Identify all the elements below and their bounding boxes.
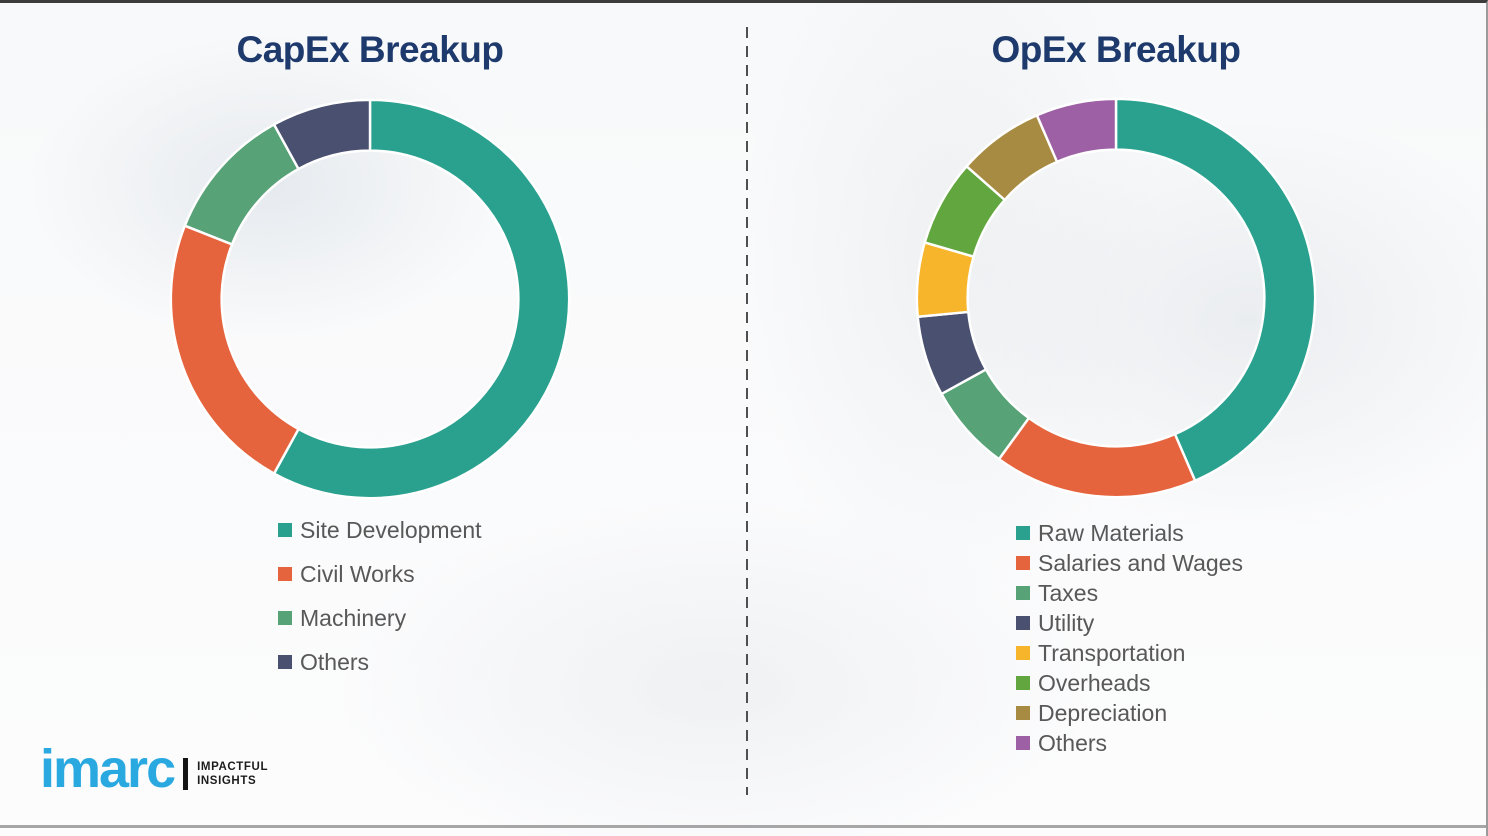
legend-label: Transportation	[1038, 639, 1186, 666]
logo-divider-bar	[183, 758, 189, 790]
imarc-logo-text: imarc	[40, 739, 176, 799]
legend-swatch	[1016, 616, 1030, 630]
opex-donut-svg	[915, 97, 1317, 499]
capex-donut-svg	[169, 98, 571, 500]
legend-swatch	[1016, 736, 1030, 750]
legend-label: Depreciation	[1038, 699, 1168, 726]
legend-label: Machinery	[300, 604, 407, 631]
legend-item-overheads: Overheads	[1016, 670, 1243, 696]
donut-segment-salaries-and-wages	[997, 416, 1197, 499]
legend-swatch	[1016, 646, 1030, 660]
legend-swatch	[278, 611, 292, 625]
legend-label: Taxes	[1038, 579, 1099, 606]
legend-label: Others	[1038, 729, 1108, 756]
legend-item-others: Others	[278, 649, 482, 675]
legend-item-civil-works: Civil Works	[278, 561, 482, 587]
donut-segment-others	[1035, 97, 1118, 164]
legend-swatch	[1016, 706, 1030, 720]
opex-donut-chart	[911, 93, 1321, 503]
legend-label: Site Development	[300, 516, 482, 543]
legend-item-machinery: Machinery	[278, 605, 482, 631]
donut-segment-civil-works	[169, 224, 300, 475]
legend-label: Salaries and Wages	[1038, 549, 1243, 576]
legend-swatch	[1016, 556, 1030, 570]
legend-item-utility: Utility	[1016, 610, 1243, 636]
logo-tagline-line2: INSIGHTS	[197, 775, 257, 787]
legend-swatch	[1016, 586, 1030, 600]
opex-title: OpEx Breakup	[991, 29, 1241, 70]
donut-segment-site-development	[272, 98, 571, 500]
legend-item-others: Others	[1016, 730, 1243, 756]
legend-item-salaries-and-wages: Salaries and Wages	[1016, 550, 1243, 576]
legend-swatch	[278, 567, 292, 581]
imarc-logo: imarc IMPACTFUL INSIGHTS	[40, 739, 268, 799]
legend-swatch	[1016, 526, 1030, 540]
donut-segment-machinery	[183, 123, 300, 246]
legend-item-raw-materials: Raw Materials	[1016, 520, 1243, 546]
logo-tagline-line1: IMPACTFUL	[197, 761, 269, 773]
legend-item-taxes: Taxes	[1016, 580, 1243, 606]
legend-label: Others	[300, 648, 370, 675]
bottom-frame-line	[0, 825, 1486, 828]
logo-tagline: IMPACTFUL INSIGHTS	[197, 760, 268, 788]
capex-donut-chart	[165, 94, 575, 504]
legend-label: Overheads	[1038, 669, 1151, 696]
legend-label: Civil Works	[300, 560, 415, 587]
legend-swatch	[278, 655, 292, 669]
legend-label: Utility	[1038, 609, 1095, 636]
opex-legend: Raw Materials Salaries and Wages Taxes Util…	[1016, 520, 1243, 756]
legend-item-transportation: Transportation	[1016, 640, 1243, 666]
capex-legend: Site Development Civil Works Machinery Othe…	[278, 517, 482, 675]
capex-title: CapEx Breakup	[236, 29, 505, 70]
legend-item-site-development: Site Development	[278, 517, 482, 543]
legend-label: Raw Materials	[1038, 519, 1184, 546]
donut-segment-raw-materials	[1114, 97, 1317, 482]
legend-item-depreciation: Depreciation	[1016, 700, 1243, 726]
donut-segment-others	[272, 98, 372, 171]
vertical-dashed-divider	[746, 27, 748, 795]
legend-swatch	[278, 523, 292, 537]
legend-swatch	[1016, 676, 1030, 690]
